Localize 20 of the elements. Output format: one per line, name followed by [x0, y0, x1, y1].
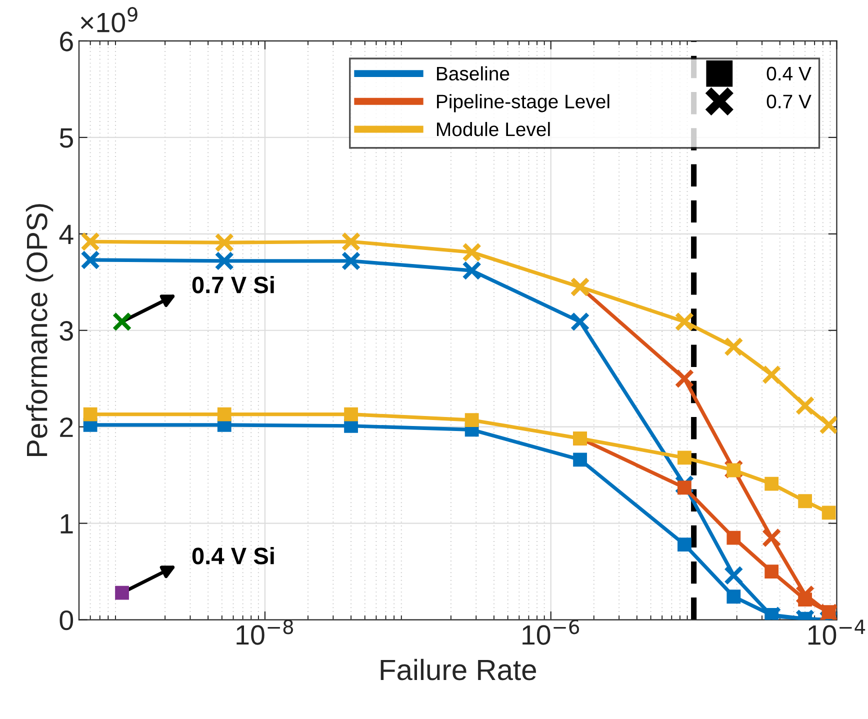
x-tick-label: 10$^{−6}$ [522, 619, 580, 645]
x-tick-label: 10$^{−4}$ [808, 620, 866, 645]
text: ×10$^{9}$ [80, 7, 138, 32]
annotation: 0.7 V Si [192, 276, 274, 294]
legend-label: 0.7 V [766, 94, 812, 108]
y-tick-label: 4 [59, 224, 74, 244]
legend-label: Baseline [437, 66, 510, 81]
y-axis-title: Performance (OPS) [26, 204, 54, 456]
legend-label: Pipeline-stage Level [437, 94, 610, 112]
y-tick-label: 3 [60, 321, 73, 341]
legend-label: 0.4 V [766, 66, 812, 81]
y-tick-label: 2 [60, 418, 73, 437]
y-tick-label: 5 [60, 128, 73, 148]
x-tick-label: 10$^{−8}$ [236, 619, 294, 645]
y-tick-label: 0 [60, 610, 74, 630]
annotation: 0.4 V Si [192, 547, 274, 564]
x-axis-title: Failure Rate [380, 658, 536, 680]
legend-label: Module Level [437, 122, 550, 136]
y-tick-label: 6 [60, 32, 73, 52]
y-tick-label: 1 [60, 514, 73, 534]
